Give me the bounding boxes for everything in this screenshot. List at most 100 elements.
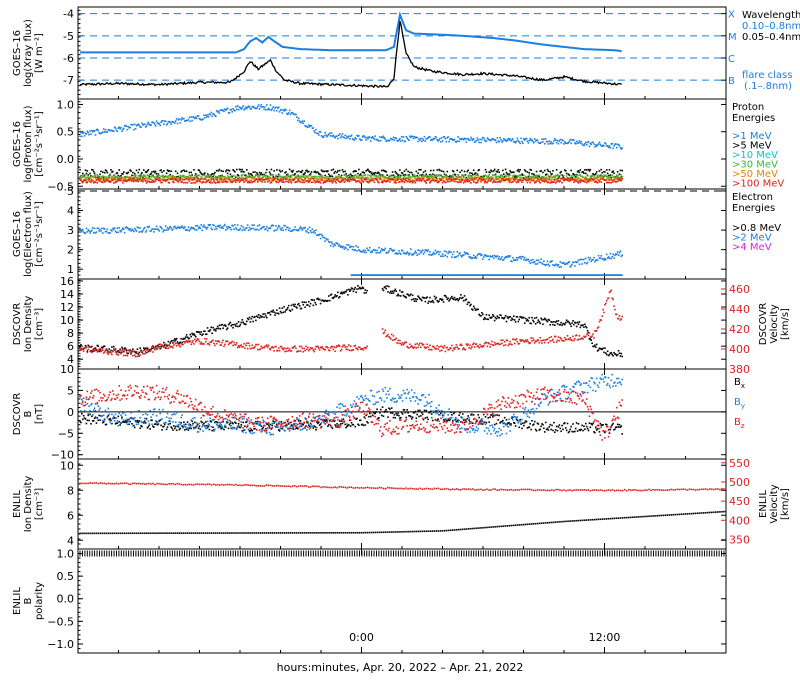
data-point: [196, 338, 199, 340]
data-point: [225, 177, 227, 180]
data-point: [208, 330, 211, 333]
data-point: [525, 319, 528, 322]
data-point: [346, 289, 348, 291]
data-point: [305, 170, 307, 172]
data-point: [127, 176, 130, 179]
data-point: [299, 171, 302, 173]
data-point: [133, 350, 136, 353]
data-point: [178, 227, 181, 230]
data-point: [169, 342, 172, 344]
data-point: [304, 124, 306, 127]
data-point: [245, 175, 247, 178]
data-point: [287, 175, 290, 177]
data-point: [615, 143, 617, 145]
data-point: [425, 175, 428, 177]
data-point: [292, 303, 295, 306]
data-point: [502, 258, 505, 261]
data-point: [599, 274, 601, 276]
data-point: [212, 339, 214, 342]
data-point: [215, 176, 217, 178]
data-point: [109, 174, 111, 177]
data-point: [410, 180, 413, 183]
data-point: [579, 142, 582, 144]
series-layer: [79, 285, 624, 358]
data-point: [280, 176, 283, 179]
data-point: [538, 274, 540, 276]
data-point: [521, 274, 524, 276]
data-point: [536, 176, 539, 178]
data-point: [206, 173, 209, 175]
data-point: [608, 169, 611, 171]
data-point: [524, 259, 527, 261]
data-point: [271, 107, 274, 110]
data-point: [184, 226, 186, 228]
data-point: [533, 177, 535, 180]
data-point: [470, 303, 472, 306]
data-point: [509, 255, 511, 257]
data-point: [499, 181, 501, 183]
data-point: [184, 337, 186, 340]
data-point: [276, 181, 278, 184]
data-point: [537, 179, 540, 182]
data-point: [420, 168, 422, 171]
data-point: [415, 175, 418, 178]
data-point: [85, 181, 88, 184]
data-point: [356, 288, 358, 291]
data-point: [595, 176, 598, 179]
data-point: [202, 178, 204, 181]
data-point: [371, 178, 374, 180]
data-point: [465, 178, 468, 181]
data-point: [251, 174, 254, 177]
data-point: [502, 173, 505, 176]
data-point: [134, 175, 137, 177]
data-point: [506, 274, 508, 276]
data-point: [488, 139, 490, 141]
data-point: [408, 175, 410, 178]
data-point: [388, 139, 390, 142]
data-point: [440, 299, 443, 302]
data-point: [516, 316, 519, 318]
data-point: [253, 224, 255, 226]
data-point: [416, 254, 418, 257]
data-point: [250, 173, 253, 175]
data-point: [531, 173, 533, 175]
data-point: [590, 175, 593, 177]
data-point: [236, 105, 239, 107]
data-point: [197, 169, 200, 171]
data-point: [181, 117, 183, 119]
y2-tick-label: 440: [729, 303, 750, 316]
data-point: [172, 181, 174, 183]
data-point: [170, 178, 172, 181]
data-point: [483, 139, 486, 141]
data-point: [111, 176, 113, 178]
data-point: [557, 175, 560, 177]
data-point: [391, 178, 394, 181]
data-point: [143, 123, 146, 126]
data-point: [526, 181, 529, 184]
data-point: [348, 177, 351, 180]
data-point: [281, 307, 284, 310]
data-point: [345, 247, 347, 250]
data-point: [605, 143, 607, 145]
y2-axis-label-line: DSCOVR: [758, 303, 769, 346]
data-point: [374, 175, 377, 177]
data-point: [471, 179, 474, 181]
data-point: [206, 327, 209, 329]
data-point: [455, 141, 458, 143]
data-point: [219, 224, 222, 227]
data-point: [527, 258, 530, 261]
data-point: [400, 274, 403, 276]
data-point: [365, 139, 367, 141]
y-tick-label: 12: [60, 301, 74, 314]
data-point: [224, 180, 226, 183]
data-point: [604, 347, 606, 349]
data-point: [551, 260, 553, 262]
data-point: [424, 180, 427, 183]
data-point: [528, 177, 531, 180]
data-point: [595, 145, 598, 148]
data-point: [130, 230, 132, 232]
data-point: [295, 306, 297, 308]
data-point: [323, 236, 326, 239]
data-point: [550, 141, 552, 143]
